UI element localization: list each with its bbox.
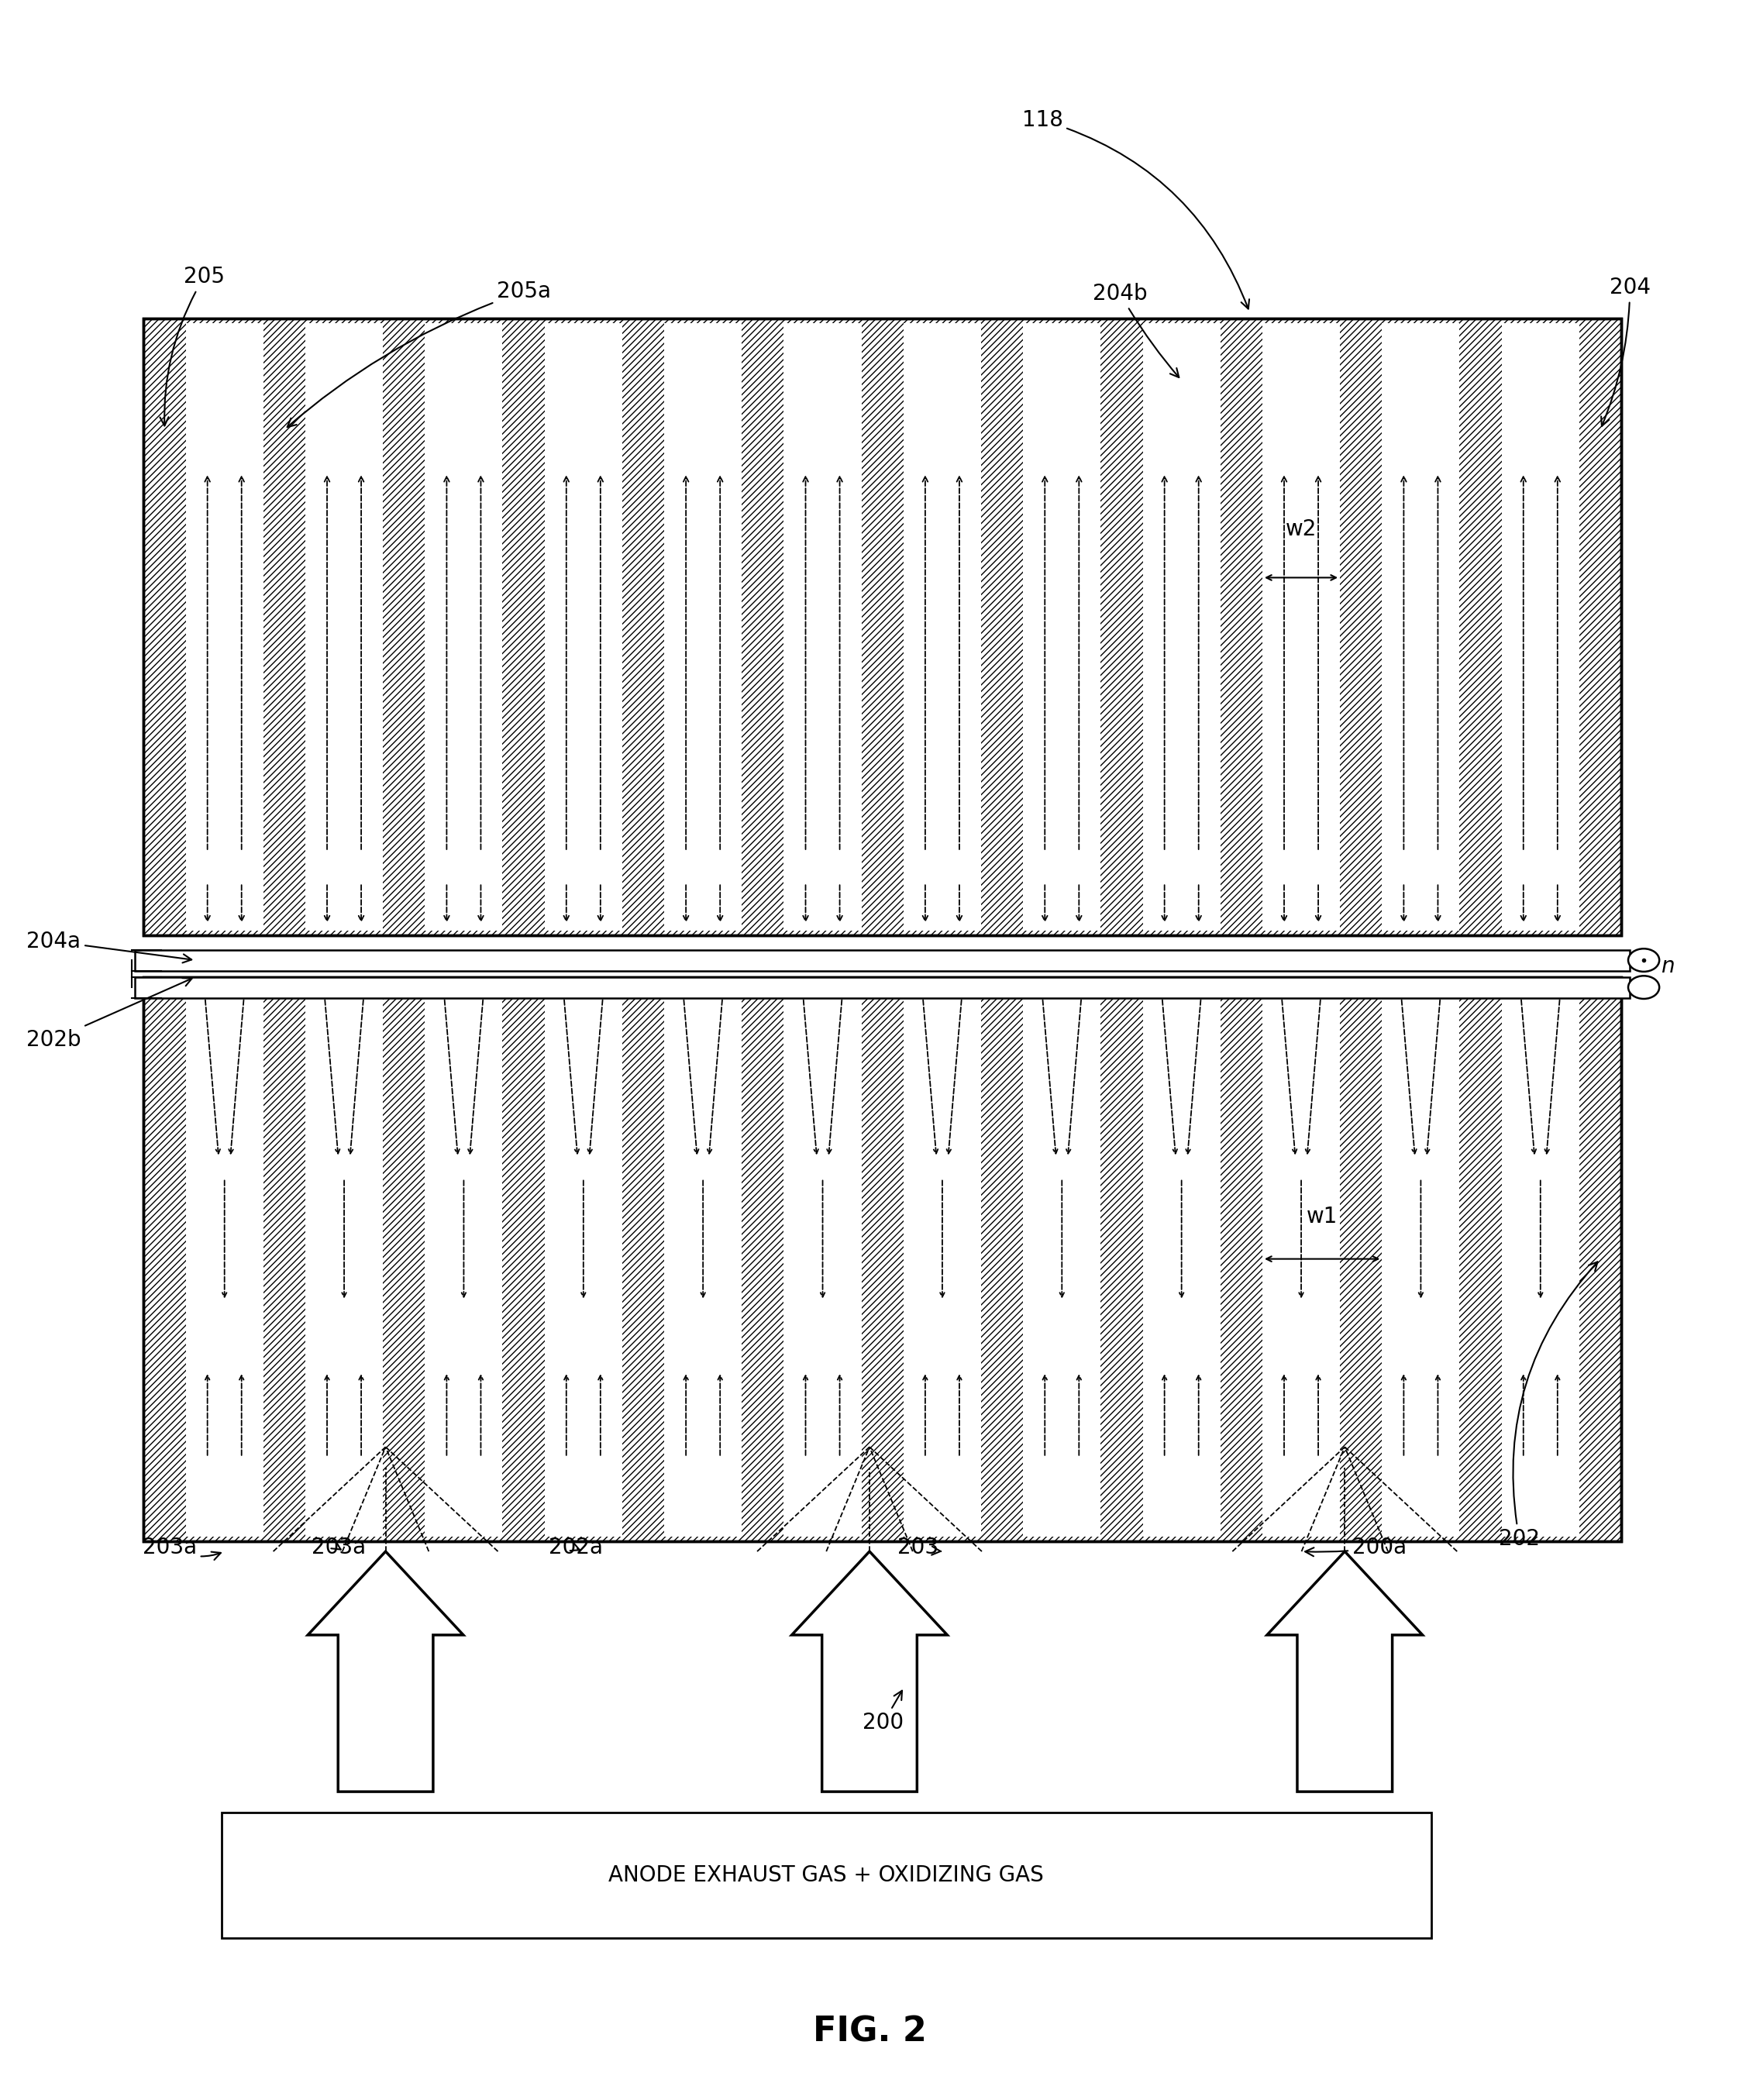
Text: 205a: 205a: [287, 281, 551, 426]
Text: 203a: 203a: [311, 1537, 367, 1558]
Text: w2: w2: [1285, 519, 1316, 540]
Bar: [1502, 323, 1579, 930]
Text: ANODE EXHAUST GAS + OXIDIZING GAS: ANODE EXHAUST GAS + OXIDIZING GAS: [609, 1865, 1043, 1886]
Bar: [144, 319, 1621, 935]
Text: 205: 205: [160, 267, 224, 426]
Bar: [1263, 323, 1341, 930]
Bar: [664, 981, 743, 1537]
Bar: [904, 323, 981, 930]
FancyArrow shape: [791, 1552, 948, 1791]
Text: 202: 202: [1499, 1262, 1598, 1550]
Bar: [306, 323, 383, 930]
Text: 202b: 202b: [26, 979, 191, 1050]
Bar: [186, 323, 263, 930]
Bar: [904, 981, 981, 1537]
Bar: [424, 981, 503, 1537]
Text: n: n: [1661, 956, 1675, 977]
FancyArrow shape: [1268, 1552, 1423, 1791]
Bar: [136, 977, 1629, 998]
Text: 200a: 200a: [1306, 1537, 1407, 1558]
Bar: [1263, 981, 1341, 1537]
Text: 203: 203: [897, 1537, 941, 1558]
Bar: [544, 323, 623, 930]
Bar: [306, 981, 383, 1537]
Text: FIG. 2: FIG. 2: [812, 2016, 927, 2050]
Text: 200: 200: [863, 1691, 904, 1735]
Text: 204: 204: [1602, 277, 1650, 426]
Bar: [144, 319, 1621, 935]
Bar: [221, 1812, 1431, 1938]
Bar: [1143, 323, 1221, 930]
Text: 118: 118: [1023, 109, 1249, 309]
FancyArrow shape: [308, 1552, 463, 1791]
Bar: [1383, 981, 1459, 1537]
Bar: [424, 323, 503, 930]
Bar: [784, 323, 861, 930]
Bar: [544, 981, 623, 1537]
Ellipse shape: [1628, 949, 1659, 972]
Text: w1: w1: [1306, 1205, 1337, 1228]
Bar: [784, 981, 861, 1537]
Bar: [136, 949, 1629, 970]
Bar: [664, 323, 743, 930]
Text: 203a: 203a: [143, 1537, 221, 1560]
Text: 202a: 202a: [548, 1537, 603, 1558]
Bar: [1023, 323, 1101, 930]
Bar: [186, 981, 263, 1537]
Bar: [1023, 981, 1101, 1537]
Bar: [1143, 981, 1221, 1537]
Text: 204b: 204b: [1092, 284, 1179, 378]
Bar: [144, 977, 1621, 1541]
Bar: [1502, 981, 1579, 1537]
Ellipse shape: [1628, 977, 1659, 1000]
Bar: [1383, 323, 1459, 930]
Bar: [144, 977, 1621, 1541]
Text: 204a: 204a: [26, 930, 191, 962]
